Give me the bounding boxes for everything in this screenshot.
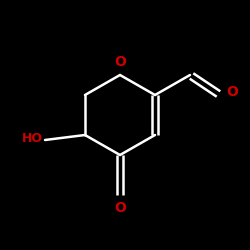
Text: O: O [114, 55, 126, 69]
Text: HO: HO [22, 132, 42, 145]
Text: O: O [114, 201, 126, 215]
Text: O: O [226, 86, 238, 100]
